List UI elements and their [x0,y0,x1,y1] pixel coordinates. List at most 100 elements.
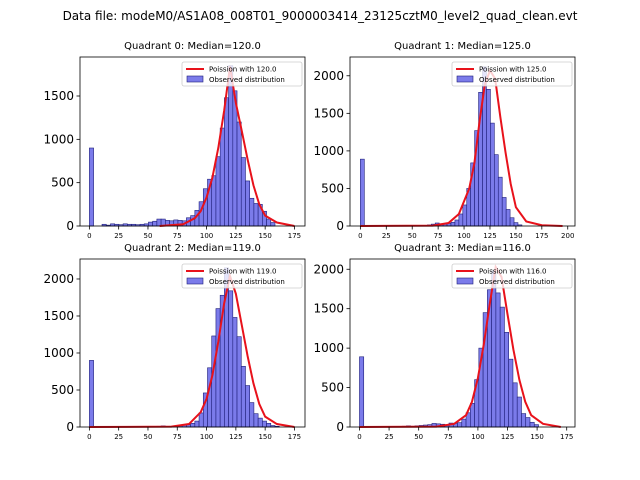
quadrant-1-legend: Poission with 125.0 Observed distribution [451,61,573,87]
quadrant-1-bar [458,213,464,227]
quadrant-0-bar [245,180,250,227]
quadrant-0-xtick-label: 100 [200,232,213,240]
quadrant-0-ytick-label: 1500 [43,89,74,103]
quadrant-2-bar [228,290,234,428]
legend-label-poisson: Poission with 116.0 [479,268,547,276]
quadrant-0-bar [240,157,246,227]
legend-label-poisson: Poission with 119.0 [209,268,277,276]
quadrant-3-ytick-label: 1500 [313,302,344,316]
legend-box [181,61,303,87]
quadrant-1-bar [497,176,503,227]
quadrant-2-ytick-label: 0 [66,420,74,434]
quadrant-2-bar [240,366,246,428]
quadrant-1-axes-frame [349,56,576,227]
quadrant-1-bar [490,122,495,227]
quadrant-2-xtick-label: 125 [229,433,242,441]
quadrant-3-xtick-label: 0 [357,433,361,441]
quadrant-0-bar [148,221,153,227]
quadrant-3-bar [495,292,501,428]
legend-label-observed: Observed distribution [209,76,285,84]
legend-bar-swatch [186,75,204,83]
quadrant-3-chart: Quadrant 3: Median=116.0 0 25 50 75 100 125 150… [313,243,576,441]
quadrant-0-ytick-label: 500 [51,176,74,190]
quadrant-1-xtick-label: 25 [382,232,391,240]
quadrant-3-bar [461,418,467,428]
quadrant-3-bar [525,417,531,428]
quadrant-2-ytick-label: 500 [51,383,74,397]
quadrant-3-axes-frame [349,258,576,428]
quadrant-1-bar [505,209,511,227]
quadrant-0-bar [232,90,238,227]
quadrant-2-xtick-label: 25 [114,433,123,441]
quadrant-2-bar [194,420,200,428]
legend-box [451,61,573,87]
quadrant-0-bar [266,218,272,227]
quadrant-3-bar [499,306,505,428]
quadrant-0-bar [224,97,229,227]
quadrant-3-ytick-label: 1000 [313,341,344,355]
quadrant-2-ytick-label: 2000 [43,272,74,286]
quadrant-2-xtick-label: 100 [200,433,213,441]
quadrant-3-legend: Poission with 116.0 Observed distribution [451,263,573,289]
quadrant-1-xtick-label: 200 [561,232,574,240]
quadrant-1-ytick-label: 2000 [313,69,344,83]
quadrant-2-xtick-label: 75 [173,433,182,441]
quadrant-2-ytick-label: 1500 [43,309,74,323]
quadrant-0-ytick-label: 0 [66,219,74,233]
figure-suptitle: Data file: modeM0/AS1A08_008T01_90000034… [63,9,578,23]
legend-label-poisson: Poission with 125.0 [479,66,547,74]
legend-bar-swatch [456,75,474,83]
quadrant-0-title: Quadrant 0: Median=120.0 [124,41,261,52]
quadrant-2-bar [262,420,267,428]
quadrant-2-bar [190,422,196,428]
legend-bar-swatch [456,277,474,285]
legend-label-observed: Observed distribution [479,278,555,286]
quadrant-1-bar [513,222,519,227]
quadrant-1-xtick-label: 75 [434,232,443,240]
quadrant-2-bar [215,308,221,428]
quadrant-2-bar [266,422,272,428]
quadrant-3-bar [529,421,535,428]
quadrant-3-bar [359,356,365,428]
quadrant-3-ytick-label: 500 [321,381,344,395]
quadrant-0-xtick-label: 125 [229,232,242,240]
quadrant-2-ytick-label: 1000 [43,346,74,360]
legend-label-observed: Observed distribution [209,278,285,286]
quadrant-2-axes-frame [79,258,306,428]
quadrant-1-xtick-label: 50 [408,232,417,240]
quadrant-0-xtick-label: 50 [144,232,153,240]
quadrant-2-xtick-label: 50 [144,433,153,441]
quadrant-1-chart: Quadrant 1: Median=125.0 0 25 50 75 100 125 150… [313,41,576,240]
quadrant-3-xtick-label: 150 [530,433,543,441]
quadrant-3-title: Quadrant 3: Median=116.0 [394,243,531,254]
quadrant-3-xtick-label: 125 [501,433,514,441]
quadrant-1-xtick-label: 175 [535,232,548,240]
legend-box [181,263,303,289]
quadrant-3-bar [516,396,522,428]
quadrant-0-xtick-label: 25 [114,232,123,240]
quadrant-0-xtick-label: 75 [173,232,182,240]
quadrant-2-bar [89,360,94,428]
quadrant-0-axes-frame [79,56,306,227]
quadrant-2-legend: Poission with 119.0 Observed distribution [181,263,303,289]
quadrant-3-xtick-label: 25 [385,433,394,441]
quadrant-2-bar [232,317,238,428]
quadrant-0-bar [270,222,276,227]
quadrant-1-title: Quadrant 1: Median=125.0 [394,41,531,52]
quadrant-2-title: Quadrant 2: Median=119.0 [124,243,261,254]
quadrant-0-ytick-label: 1000 [43,132,74,146]
quadrant-3-xtick-label: 50 [414,433,423,441]
quadrant-1-xtick-label: 0 [358,232,362,240]
legend-bar-swatch [186,277,204,285]
quadrant-1-bar [494,154,499,227]
quadrant-1-ytick-label: 1000 [313,144,344,158]
quadrant-0-bar [236,121,242,227]
quadrant-2-xtick-label: 0 [87,433,91,441]
quadrant-0-bar [219,127,225,227]
quadrant-2-bar [257,417,263,428]
quadrant-2-bar [198,412,204,428]
quadrant-0-xtick-label: 150 [258,232,271,240]
quadrant-2-xtick-label: 175 [288,433,301,441]
quadrant-1-bar [462,204,468,227]
